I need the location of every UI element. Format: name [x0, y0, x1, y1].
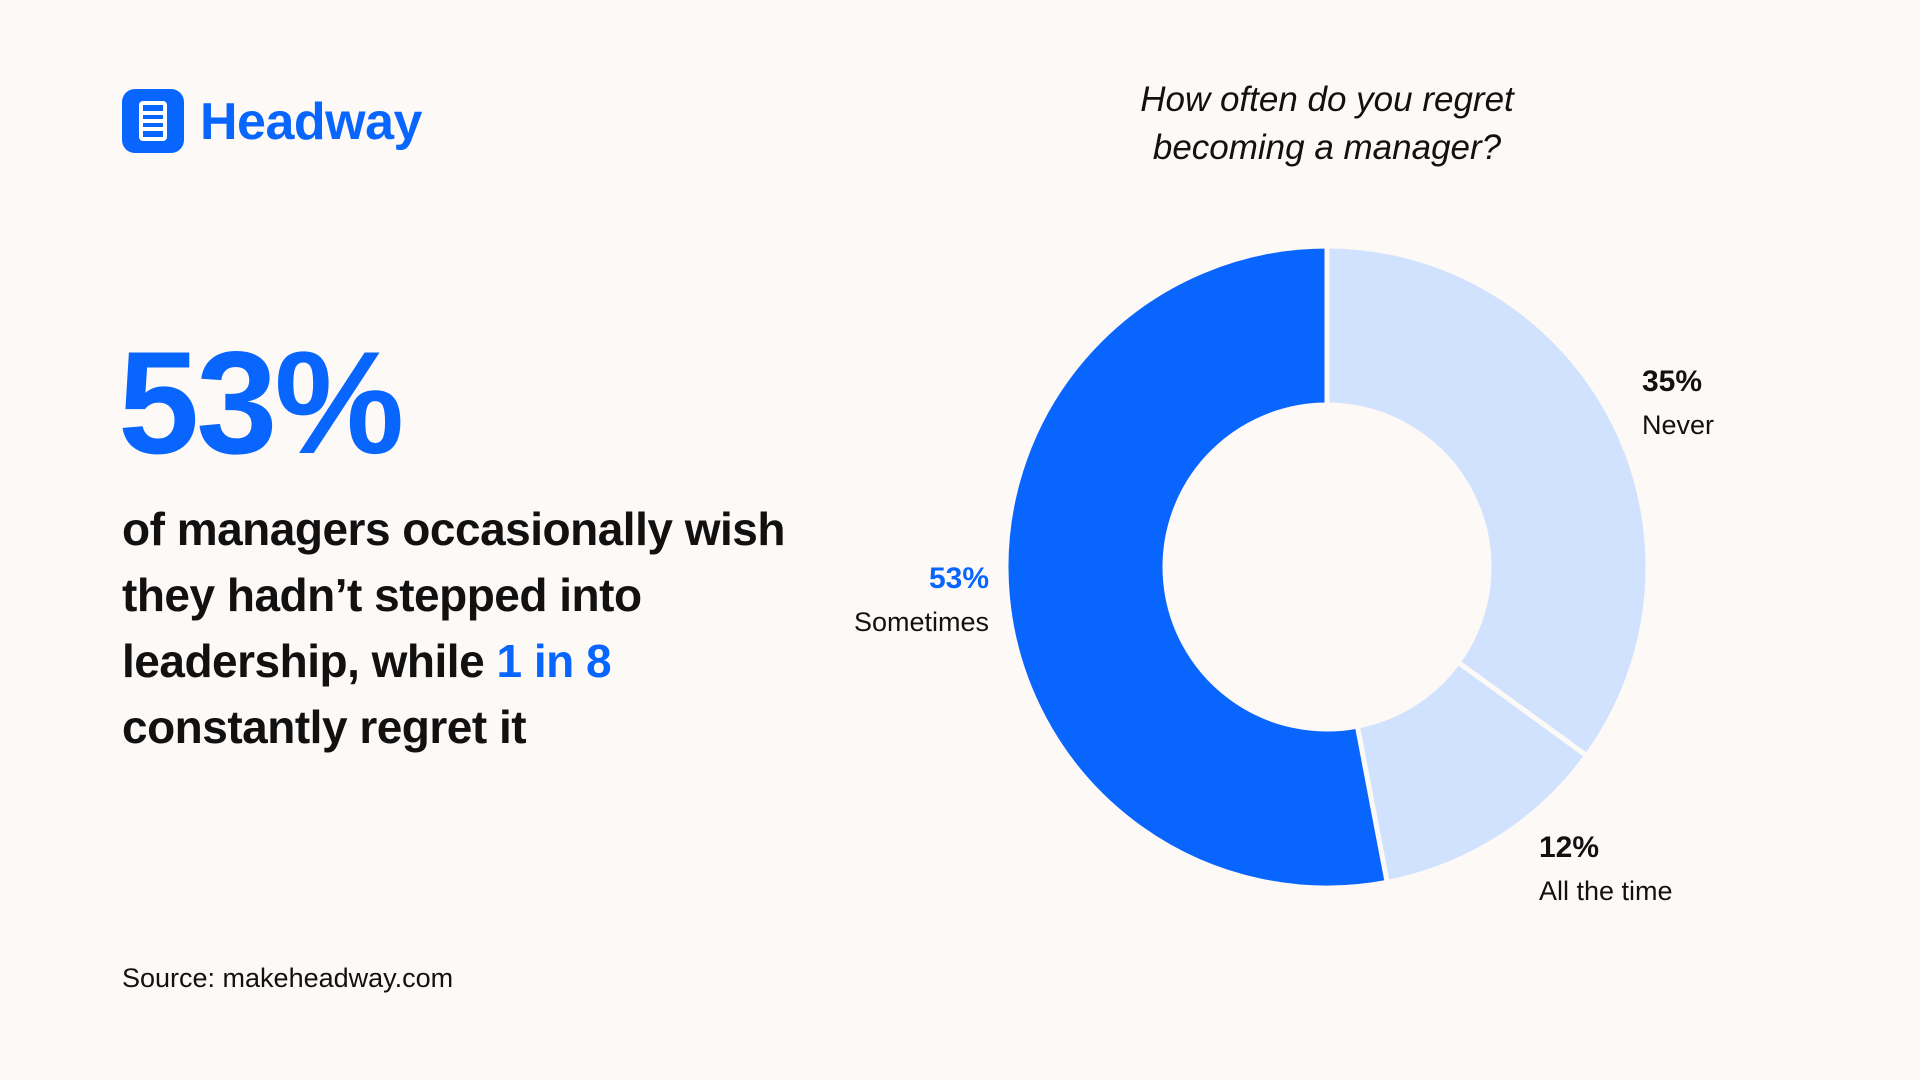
- body-highlight: 1 in 8: [496, 635, 612, 687]
- category-label: Sometimes: [854, 607, 989, 637]
- category-label: Never: [1642, 410, 1714, 440]
- body-line: leadership, while: [122, 635, 485, 687]
- headline-stat: 53%: [118, 321, 404, 484]
- brand-name: Headway: [200, 93, 422, 151]
- body-line: constantly regret it: [122, 701, 527, 753]
- body-text: of managers occasionally wish they hadn’t…: [122, 496, 785, 760]
- value-label: 53%: [929, 562, 989, 595]
- value-label: 35%: [1642, 365, 1702, 398]
- source: Source: makeheadway.com: [122, 963, 454, 993]
- donut-slice: [1354, 659, 1590, 885]
- chart-title: How often do you regret becoming a manag…: [1140, 80, 1514, 167]
- donut-slice: [1003, 243, 1390, 891]
- body-line: of managers occasionally wish: [122, 503, 785, 555]
- value-label: 12%: [1539, 831, 1599, 864]
- donut-slice: [1324, 243, 1651, 759]
- category-label: All the time: [1539, 876, 1673, 906]
- body-line: they hadn’t stepped into: [122, 569, 642, 621]
- logo: [122, 89, 184, 153]
